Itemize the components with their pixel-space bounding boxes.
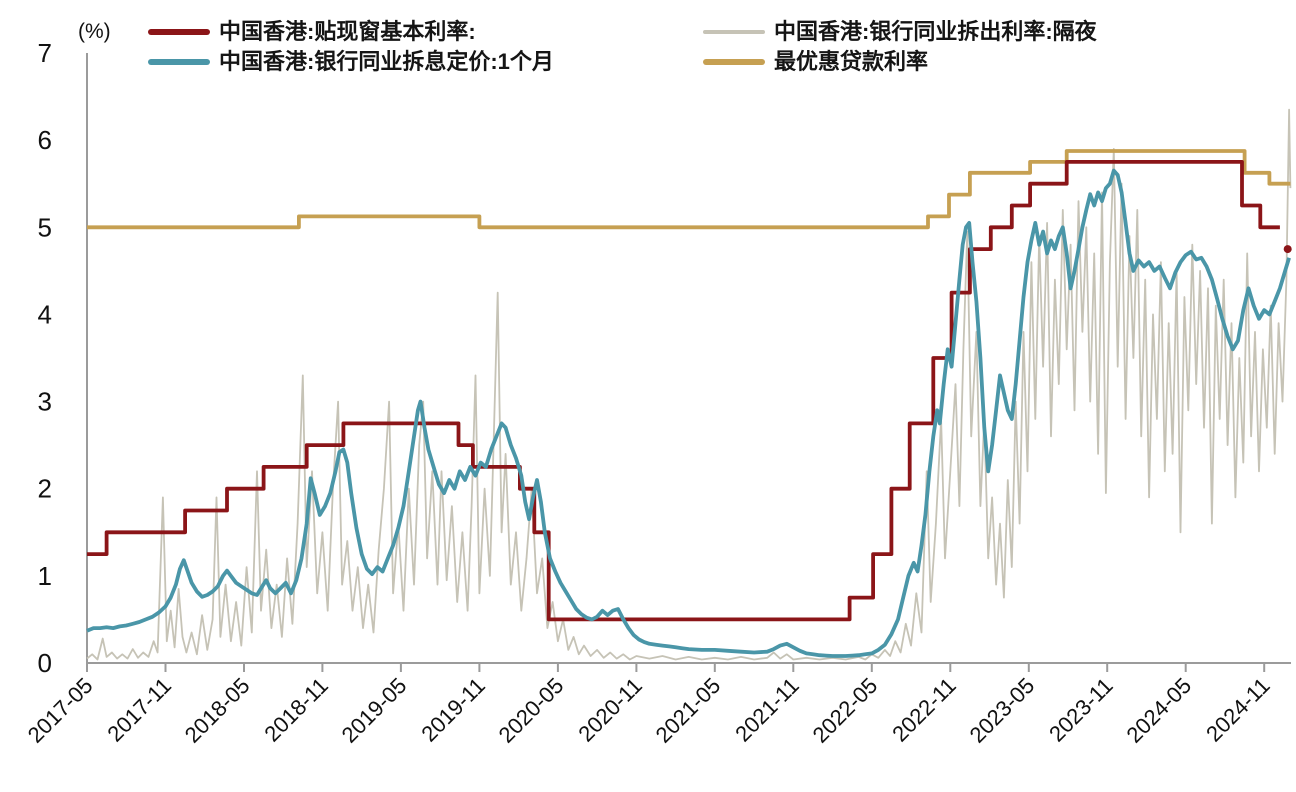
- y-tick-label: 4: [38, 299, 52, 329]
- y-tick-label: 7: [38, 38, 52, 68]
- legend-item-overnight-hibor: 中国香港:银行同业拆出利率:隔夜: [703, 19, 1097, 45]
- legend-item-prime-rate: 最优惠贷款利率: [703, 49, 928, 75]
- x-tick-label: 2017-05: [23, 673, 98, 748]
- x-tick-label: 2022-11: [887, 673, 961, 747]
- series-line-2: [87, 160, 1280, 622]
- series-line-1: [87, 149, 1291, 230]
- legend-label-1m-hibor: 中国香港:银行同业拆息定价:1个月: [219, 49, 554, 74]
- x-tick-label: 2023-05: [965, 673, 1040, 748]
- x-tick-label: 2019-11: [416, 673, 490, 747]
- x-tick-label: 2023-11: [1044, 673, 1118, 747]
- x-tick-label: 2018-05: [180, 673, 255, 748]
- legend-swatch-overnight-hibor: [703, 30, 765, 34]
- x-tick-label: 2021-11: [730, 673, 804, 747]
- series-end-dot-2: [1283, 245, 1292, 254]
- x-tick-label: 2020-05: [494, 673, 569, 748]
- x-tick-label: 2018-11: [259, 673, 333, 747]
- legend-swatch-base-rate: [148, 29, 210, 35]
- x-tick-label: 2019-05: [337, 673, 412, 748]
- legend-swatch-prime-rate: [703, 59, 765, 65]
- legend-label-overnight-hibor: 中国香港:银行同业拆出利率:隔夜: [774, 19, 1097, 44]
- y-tick-label: 2: [38, 474, 52, 504]
- y-axis-unit-label: (%): [78, 20, 111, 43]
- x-tick-label: 2020-11: [573, 673, 647, 747]
- legend-swatch-1m-hibor: [148, 59, 210, 65]
- x-tick-label: 2024-11: [1201, 673, 1275, 747]
- y-tick-label: 1: [38, 561, 52, 591]
- y-tick-label: 5: [38, 212, 52, 242]
- y-tick-label: 3: [38, 387, 52, 417]
- x-tick-label: 2021-05: [651, 673, 726, 748]
- x-tick-label: 2022-05: [808, 673, 883, 748]
- legend-label-prime-rate: 最优惠贷款利率: [774, 49, 929, 74]
- y-tick-label: 0: [38, 648, 52, 678]
- series-line-3: [86, 168, 1291, 658]
- legend-item-base-rate: 中国香港:贴现窗基本利率:: [148, 19, 476, 45]
- x-tick-label: 2017-11: [102, 673, 176, 747]
- y-tick-label: 6: [38, 125, 52, 155]
- series-line-0: [86, 108, 1292, 661]
- legend-item-1m-hibor: 中国香港:银行同业拆息定价:1个月: [148, 49, 554, 75]
- legend-label-base-rate: 中国香港:贴现窗基本利率:: [219, 19, 476, 44]
- x-tick-label: 2024-05: [1121, 673, 1196, 748]
